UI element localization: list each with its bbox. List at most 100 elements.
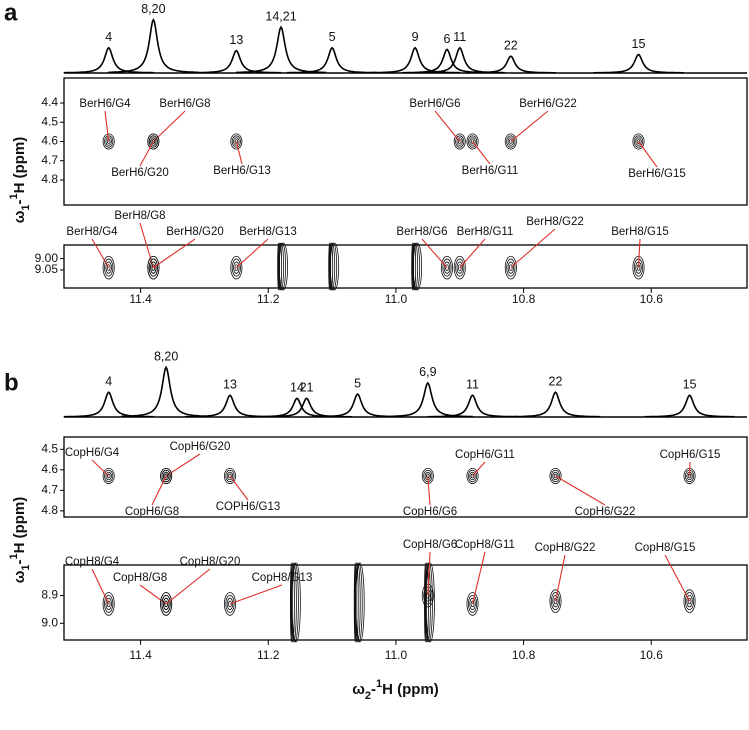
contour: [552, 595, 559, 608]
contour: [105, 261, 112, 274]
contour: [106, 600, 111, 608]
contour: [443, 261, 451, 274]
x-tick-label: 11.0: [385, 648, 408, 662]
peak-label: 13: [229, 33, 243, 47]
contour: [466, 467, 479, 484]
contour: [228, 473, 232, 479]
contour: [683, 589, 696, 613]
contour: [633, 135, 644, 148]
spectrum-peak: [121, 365, 212, 418]
diagonal-streak: [355, 562, 365, 643]
axis-label-sub: 1: [20, 204, 32, 210]
spectrum-peak: [465, 55, 556, 74]
contour: [161, 594, 171, 613]
contour: [453, 255, 466, 280]
label-leader: [510, 228, 556, 269]
label-leader: [427, 551, 431, 596]
contour: [470, 139, 475, 144]
contour: [223, 592, 236, 616]
axis-label-part: -: [371, 681, 376, 698]
contour: [684, 592, 695, 611]
peak-assignment: BerH6/G20: [111, 167, 169, 179]
contour: [161, 469, 171, 483]
contour: [102, 133, 115, 150]
spectrum-peak: [252, 397, 342, 418]
peak-assignment: CopH6/G6: [403, 506, 457, 518]
label-leader: [104, 110, 110, 142]
contour: [164, 473, 168, 479]
contour: [233, 261, 240, 274]
spectrum-peak: [510, 391, 601, 418]
contour: [504, 255, 517, 280]
contour: [632, 133, 645, 150]
diagonal-streak: [329, 242, 336, 291]
axis-label-sup: 1: [8, 553, 20, 559]
peak-assignment: CopH8/G8: [113, 572, 167, 584]
contour: [151, 139, 156, 144]
contour: [635, 137, 642, 146]
diagonal-streak: [329, 242, 340, 291]
contour: [102, 467, 115, 484]
contour: [164, 600, 168, 608]
peak-assignment: CopH6/G11: [455, 449, 515, 461]
peak-label: 5: [329, 30, 336, 44]
contour: [469, 597, 476, 610]
contour: [160, 467, 173, 484]
peak-label: 8,20: [141, 2, 165, 16]
contour: [467, 135, 478, 148]
peak-label: 15: [683, 378, 697, 392]
contour: [150, 137, 157, 146]
y-tick-label: 9.05: [35, 262, 59, 276]
contour: [470, 473, 475, 479]
panel-label: b: [4, 369, 19, 396]
contour: [160, 592, 173, 616]
contour: [442, 258, 452, 277]
label-leader: [421, 238, 448, 268]
diagonal-streak: [291, 562, 301, 643]
x-tick-label: 10.8: [512, 648, 536, 662]
peak-assignment: CopH8/G15: [635, 542, 696, 554]
contour: [440, 255, 453, 280]
contour: [148, 135, 158, 148]
label-leader: [235, 141, 243, 165]
axis-label: ω1-1H (ppm): [8, 137, 32, 224]
x-tick-label: 11.0: [385, 292, 408, 306]
label-leader: [165, 453, 201, 477]
axis-label-sub: 1: [20, 564, 32, 570]
axis-label: ω1-1H (ppm): [8, 497, 32, 584]
label-leader: [664, 554, 691, 602]
spectrum-peak: [382, 381, 473, 418]
peak-assignment: BerH8/G13: [239, 226, 297, 238]
peak-assignment: BerH6/G8: [159, 98, 210, 110]
label-leader: [472, 141, 491, 165]
map-frame: [63, 244, 748, 289]
peak-assignment: CopH6/G8: [125, 506, 179, 518]
contour: [507, 137, 515, 146]
label-leader: [554, 554, 566, 602]
contour: [102, 592, 115, 616]
contour: [231, 135, 241, 148]
contour: [162, 597, 170, 610]
peak-label: 11: [453, 30, 466, 44]
label-leader: [235, 238, 269, 269]
contour: [456, 261, 463, 274]
peak-assignment: CopH8/G20: [180, 556, 241, 568]
label-leader: [638, 141, 658, 168]
contour: [148, 258, 158, 277]
contour: [455, 258, 465, 277]
y-tick-label: 4.8: [41, 172, 58, 186]
contour: [453, 133, 466, 150]
label-leader: [637, 238, 641, 268]
peak-assignment: BerH6/G15: [628, 168, 686, 180]
contour: [106, 264, 111, 271]
contour: [147, 255, 160, 280]
label-leader: [471, 551, 486, 605]
label-leader: [152, 110, 186, 142]
map-frame: [63, 436, 748, 518]
peak-assignment: CopH8/G6: [403, 539, 457, 551]
peak-assignment: CopH8/G13: [252, 572, 313, 584]
contour: [456, 137, 463, 146]
y-tick-label: 4.6: [41, 462, 58, 476]
label-leader: [510, 110, 549, 142]
axis-label-sup: 1: [8, 193, 20, 199]
